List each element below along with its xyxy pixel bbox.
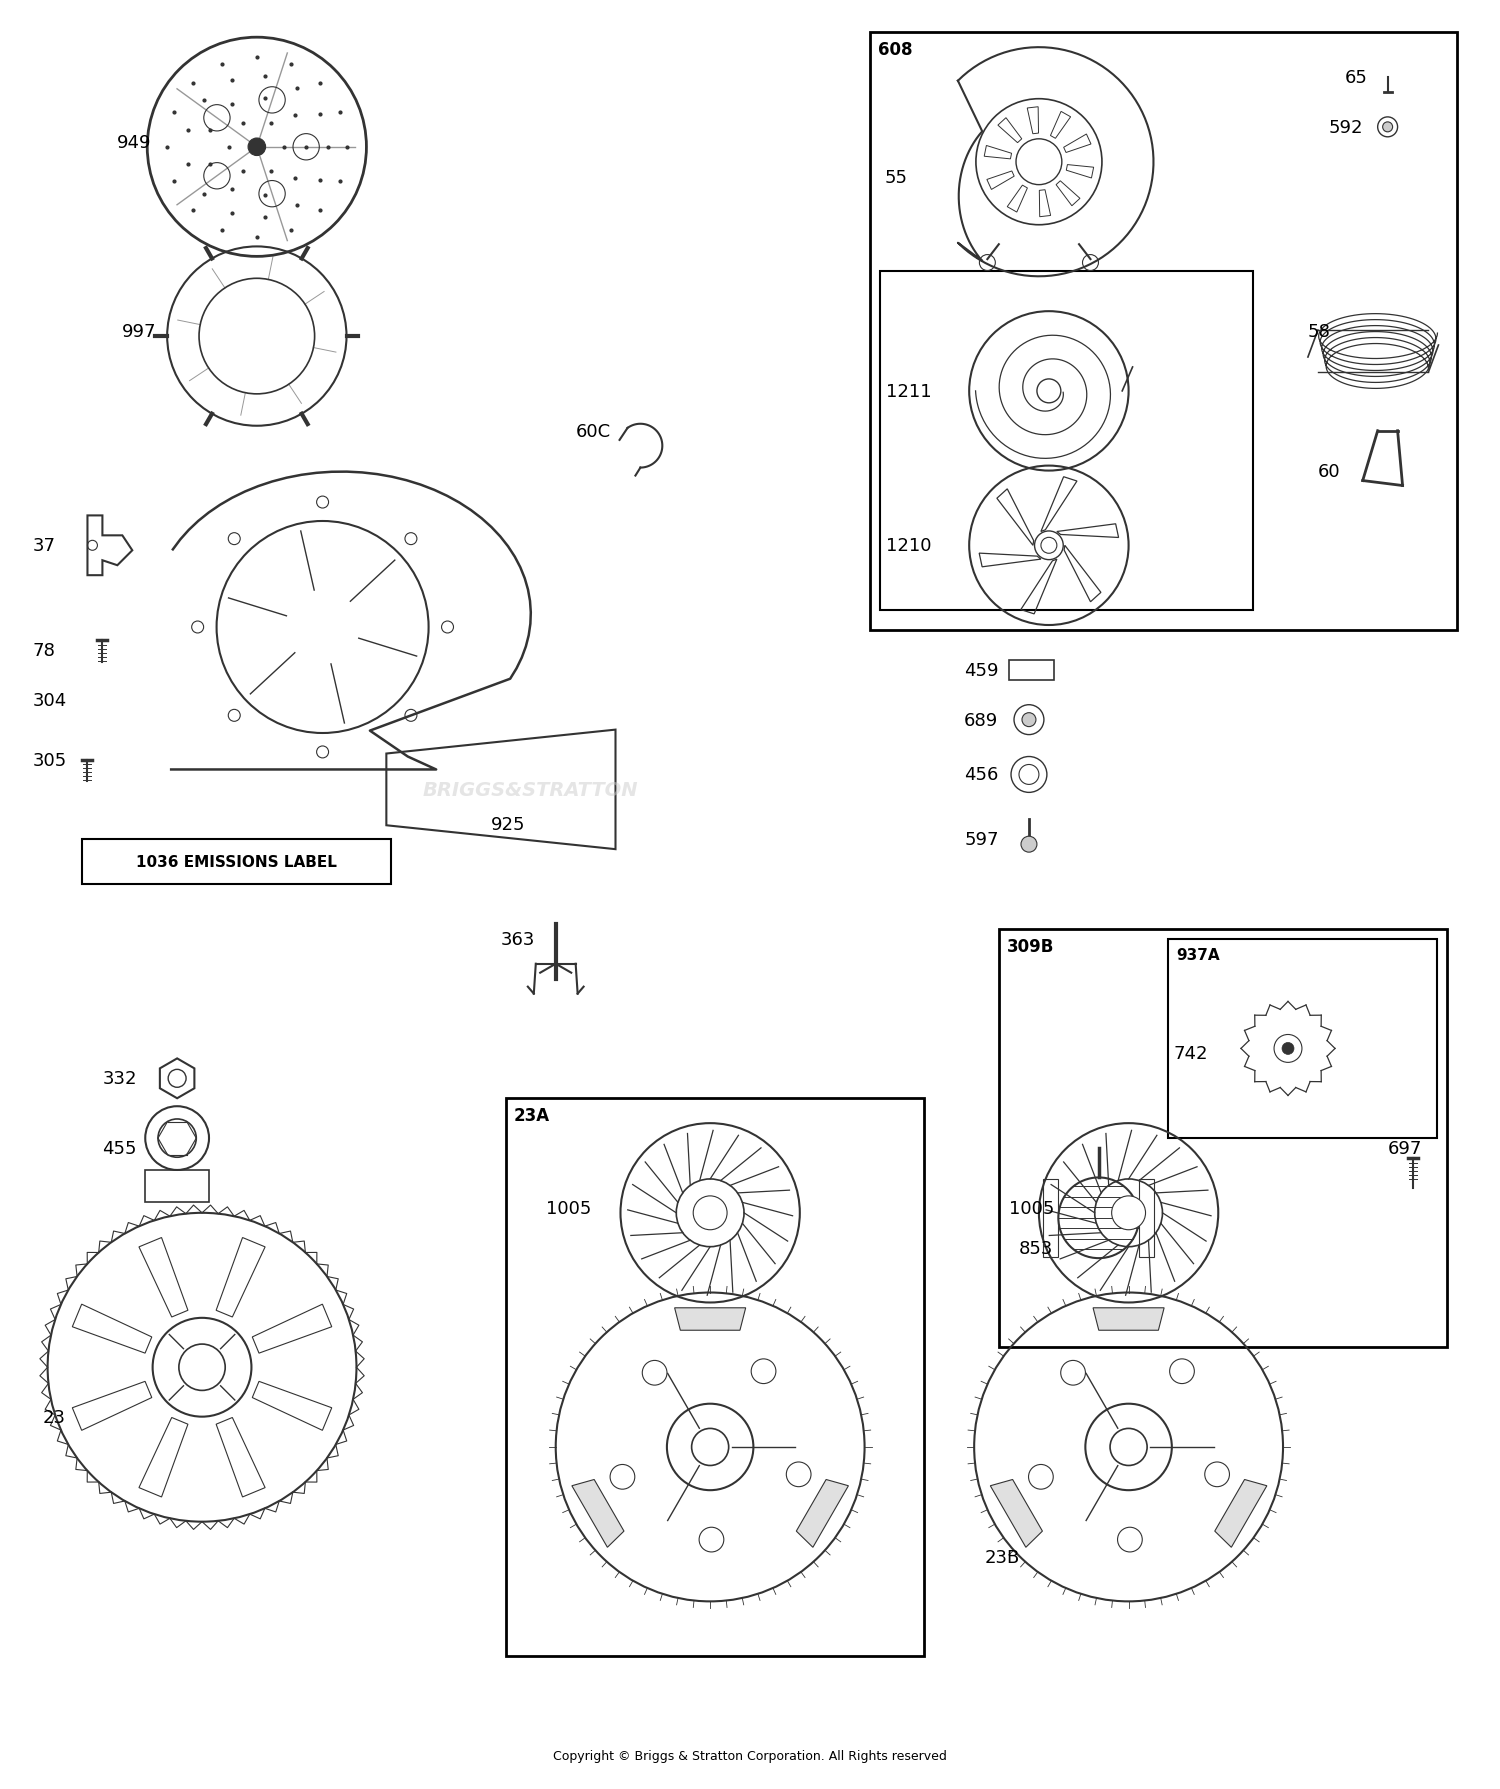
Circle shape — [1282, 1043, 1294, 1056]
Text: 37: 37 — [33, 537, 56, 555]
Circle shape — [1019, 766, 1040, 785]
Text: 608: 608 — [878, 41, 912, 59]
Polygon shape — [675, 1308, 746, 1331]
Circle shape — [1022, 714, 1036, 726]
Bar — [870, 34, 1458, 632]
Text: 456: 456 — [964, 766, 999, 784]
Text: 363: 363 — [501, 930, 536, 948]
Text: 925: 925 — [490, 816, 525, 834]
Bar — [82, 839, 392, 884]
Bar — [1010, 660, 1054, 680]
Text: 65: 65 — [1346, 70, 1368, 88]
Polygon shape — [1215, 1480, 1267, 1547]
Text: 332: 332 — [102, 1070, 136, 1088]
Text: 304: 304 — [33, 691, 68, 708]
Text: Copyright © Briggs & Stratton Corporation. All Rights reserved: Copyright © Briggs & Stratton Corporatio… — [554, 1750, 946, 1762]
Circle shape — [248, 140, 266, 156]
Circle shape — [168, 1070, 186, 1088]
Text: 23: 23 — [42, 1408, 66, 1426]
Bar — [146, 1170, 208, 1202]
Circle shape — [693, 1197, 728, 1231]
Text: 742: 742 — [1173, 1045, 1208, 1063]
Circle shape — [1022, 837, 1036, 853]
Text: 689: 689 — [964, 712, 999, 730]
Text: 459: 459 — [964, 662, 999, 680]
Text: 55: 55 — [885, 168, 908, 186]
Bar — [879, 272, 1252, 610]
Polygon shape — [572, 1480, 624, 1547]
Polygon shape — [1094, 1308, 1164, 1331]
Text: 949: 949 — [117, 134, 152, 152]
Text: 597: 597 — [964, 830, 999, 848]
Bar — [1168, 939, 1437, 1138]
Polygon shape — [990, 1480, 1042, 1547]
Text: 58: 58 — [1308, 322, 1330, 342]
Text: 60: 60 — [1318, 462, 1341, 479]
Text: 697: 697 — [1388, 1140, 1422, 1157]
Text: 997: 997 — [123, 322, 158, 342]
Text: 309B: 309B — [1007, 937, 1054, 955]
Text: 592: 592 — [1328, 118, 1362, 136]
Text: 1005: 1005 — [546, 1199, 591, 1217]
Bar — [506, 1098, 924, 1657]
Text: BRIGGS&STRATTON: BRIGGS&STRATTON — [423, 780, 639, 800]
Text: 1005: 1005 — [1010, 1199, 1054, 1217]
Text: 23A: 23A — [514, 1107, 550, 1125]
Text: 78: 78 — [33, 642, 56, 660]
Text: 455: 455 — [102, 1140, 136, 1157]
Bar — [999, 928, 1448, 1347]
Text: 937A: 937A — [1176, 946, 1219, 962]
Circle shape — [1383, 123, 1392, 132]
Text: 305: 305 — [33, 751, 68, 769]
Circle shape — [1274, 1034, 1302, 1063]
Text: 60C: 60C — [576, 422, 610, 440]
Text: 23B: 23B — [984, 1547, 1020, 1565]
Text: 1036 EMISSIONS LABEL: 1036 EMISSIONS LABEL — [136, 853, 338, 869]
Polygon shape — [796, 1480, 849, 1547]
Text: 853: 853 — [1019, 1240, 1053, 1258]
Text: 1211: 1211 — [886, 383, 932, 401]
Text: 1210: 1210 — [886, 537, 932, 555]
Circle shape — [1112, 1197, 1146, 1231]
Circle shape — [1041, 538, 1058, 555]
